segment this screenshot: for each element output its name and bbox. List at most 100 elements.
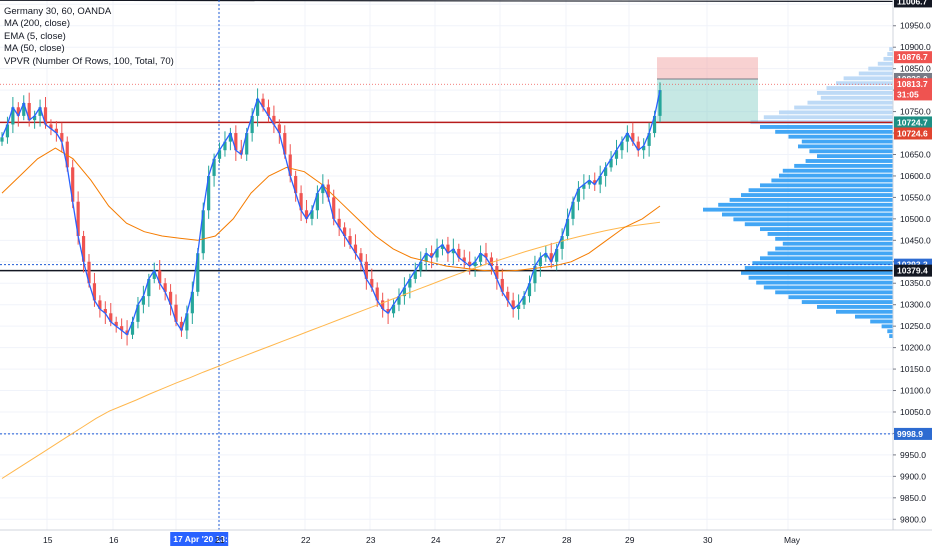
candle-body: [375, 287, 379, 301]
time-tick-label: 21: [215, 535, 225, 545]
volume-profile-bar: [763, 115, 893, 120]
long-position-tool[interactable]: [657, 57, 758, 123]
candle-body: [473, 261, 477, 267]
volume-profile-bar: [756, 280, 893, 285]
candle-body: [54, 128, 58, 134]
price-tick-label: 10900.0: [900, 42, 931, 52]
candle-body: [500, 278, 504, 292]
candle-body: [451, 248, 455, 254]
last-price-tag-label: 10813.7: [897, 79, 928, 89]
top-trend-line: [0, 0, 894, 3]
volume-profile-bar: [748, 275, 893, 280]
price-tick-label: 10550.0: [900, 192, 931, 202]
candle-body: [310, 210, 314, 219]
price-tag-label: 10724.7: [897, 117, 928, 127]
target-tag: [894, 51, 932, 64]
candle-body: [212, 158, 216, 176]
volume-profile-bar: [826, 86, 893, 90]
candle-body: [402, 287, 407, 297]
candle-body: [65, 141, 69, 168]
volume-profile-bar: [760, 227, 893, 232]
countdown-tag-label: 31:05: [897, 89, 919, 99]
candle-body: [283, 133, 287, 155]
candle-body: [43, 107, 48, 125]
volume-profile-bar: [763, 285, 893, 290]
candle-body: [0, 137, 4, 142]
last-price-tag: [894, 78, 932, 91]
candle-body: [109, 313, 113, 322]
candle-body: [136, 304, 140, 322]
price-tick-label: 10050.0: [900, 407, 931, 417]
volume-profile-bar: [760, 256, 893, 261]
candle-body: [468, 261, 472, 267]
volume-profile-bar: [887, 52, 893, 56]
candle-body: [511, 300, 515, 309]
time-tick-label: 28: [562, 535, 572, 545]
candle-body: [658, 90, 662, 116]
volume-profile-bar: [807, 100, 893, 105]
candle-body: [207, 175, 211, 211]
candle-body: [604, 167, 608, 176]
volume-profile-bar: [741, 270, 893, 275]
candle-body: [114, 321, 118, 327]
candle-body: [92, 283, 97, 301]
volume-profile-bar: [771, 178, 893, 183]
legend-vpvr[interactable]: VPVR (Number Of Rows, 100, Total, 70): [4, 55, 174, 67]
candle-body: [435, 248, 439, 258]
volume-profile-bar: [809, 149, 893, 154]
volume-profile-bar: [733, 217, 893, 222]
candle-body: [538, 257, 542, 267]
candle-body: [190, 291, 194, 314]
volume-profile-bar: [877, 61, 893, 66]
candle-body: [11, 107, 15, 125]
legend-ma200[interactable]: MA (200, close): [4, 18, 70, 30]
price-tag: [894, 127, 932, 140]
price-tag: [894, 0, 932, 8]
volume-profile-bar: [718, 202, 893, 207]
volume-profile-bar: [752, 261, 893, 266]
volume-profile-bar: [722, 212, 893, 217]
candle-body: [201, 210, 205, 254]
volume-profile-bar: [836, 81, 893, 86]
candle-body: [370, 278, 374, 288]
price-tick-label: 10750.0: [900, 107, 931, 117]
horizontal-levels[interactable]: [0, 0, 894, 530]
candle-body: [196, 253, 200, 292]
candle-body: [337, 218, 341, 228]
volume-profile-bar: [843, 76, 893, 81]
candle-body: [517, 304, 521, 309]
candle-body: [255, 98, 260, 116]
candle-body: [598, 175, 602, 185]
price-tick-label: 9950.0: [900, 450, 926, 460]
candle-body: [228, 133, 232, 142]
time-tick-label: 15: [43, 535, 53, 545]
candle-body: [163, 283, 167, 292]
volume-profile-bar: [836, 309, 893, 314]
time-tick-label: 16: [109, 535, 119, 545]
legend-symbol[interactable]: Germany 30, 60, OANDA: [4, 6, 112, 17]
volume-profile-bar: [794, 163, 893, 168]
volume-profile-bar: [703, 207, 893, 212]
legend-ema5[interactable]: EMA (5, close): [4, 30, 66, 42]
candle-body: [549, 253, 553, 262]
legend-ma50[interactable]: MA (50, close): [4, 43, 65, 55]
volume-profile-bar: [817, 154, 893, 159]
time-tick-label: 22: [301, 535, 311, 545]
candle-body: [408, 278, 412, 288]
candle-body: [299, 193, 303, 211]
volume-profile-bar: [868, 66, 893, 71]
candle-body: [87, 261, 91, 284]
price-axis[interactable]: 10950.010900.010850.010800.010750.010700…: [892, 0, 932, 550]
volume-profile-bar: [798, 144, 893, 149]
volume-profile-bar: [779, 173, 893, 178]
price-tick-label: 10100.0: [900, 386, 931, 396]
price-tick-label: 10850.0: [900, 64, 931, 74]
volume-profile-bar: [729, 197, 893, 202]
price-tag-label: 11006.7: [897, 0, 928, 6]
time-axis[interactable]: 15161717 Apr '20 13:002122232427282930Ma…: [0, 529, 932, 550]
candle-body: [5, 124, 10, 138]
candle-body: [261, 98, 265, 108]
volume-profile-bar: [870, 319, 893, 324]
volume-profile-bar: [775, 246, 893, 251]
